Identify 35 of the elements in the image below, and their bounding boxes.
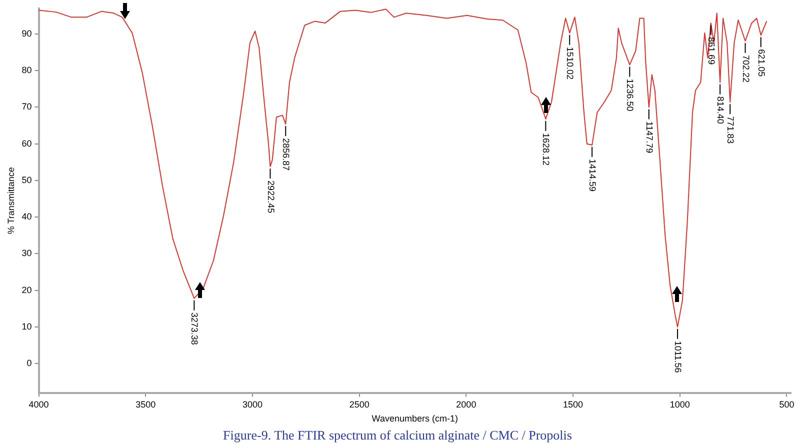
y-tick-label: 50 — [22, 174, 32, 185]
x-tick-label: 2000 — [456, 400, 476, 410]
annotation: 1147.79 — [644, 121, 654, 154]
x-tick-label: 3000 — [242, 400, 263, 410]
y-tick-label: 70 — [22, 102, 32, 112]
x-tick-label: 500 — [779, 400, 794, 410]
annotation: 1414.59 — [588, 158, 598, 192]
y-tick-label: 40 — [22, 212, 32, 222]
annotation: 2856.87 — [281, 138, 292, 171]
x-tick-label: 4000 — [28, 400, 49, 410]
annotation: 702.22 — [740, 54, 751, 83]
annotation: 3273.38 — [190, 312, 200, 345]
y-tick-label: 80 — [22, 65, 32, 76]
annotation: 814.40 — [716, 96, 726, 124]
annotation: 2922.45 — [266, 180, 276, 214]
x-tick-label: 1000 — [670, 400, 690, 410]
y-tick-label: 90 — [22, 28, 32, 39]
annotation: 1510.02 — [565, 46, 576, 80]
annotation: 1628.12 — [541, 132, 552, 166]
annotation: 861.69 — [706, 37, 716, 65]
text: Figure-9. The FTIR spectrum of calcium alginate / CMC / Propolis — [223, 428, 572, 443]
annotation: 771.83 — [726, 116, 736, 144]
y-axis-title: % Transmittance — [6, 167, 16, 234]
x-tick-label: 2500 — [349, 400, 370, 410]
x-tick-label: 3500 — [136, 400, 156, 410]
x-axis-title: Wavenumbers (cm-1) — [372, 413, 458, 424]
y-tick-label: 0 — [26, 358, 32, 368]
annotation: 1236.50 — [625, 78, 636, 112]
y-tick-label: 60 — [22, 138, 32, 148]
y-tick-label: 30 — [22, 248, 32, 258]
annotation: 1011.56 — [673, 340, 684, 373]
y-tick-label: 10 — [22, 321, 32, 332]
x-tick-label: 1500 — [563, 400, 584, 410]
y-tick-label: 20 — [22, 284, 32, 295]
annotation: 621.05 — [756, 49, 766, 77]
